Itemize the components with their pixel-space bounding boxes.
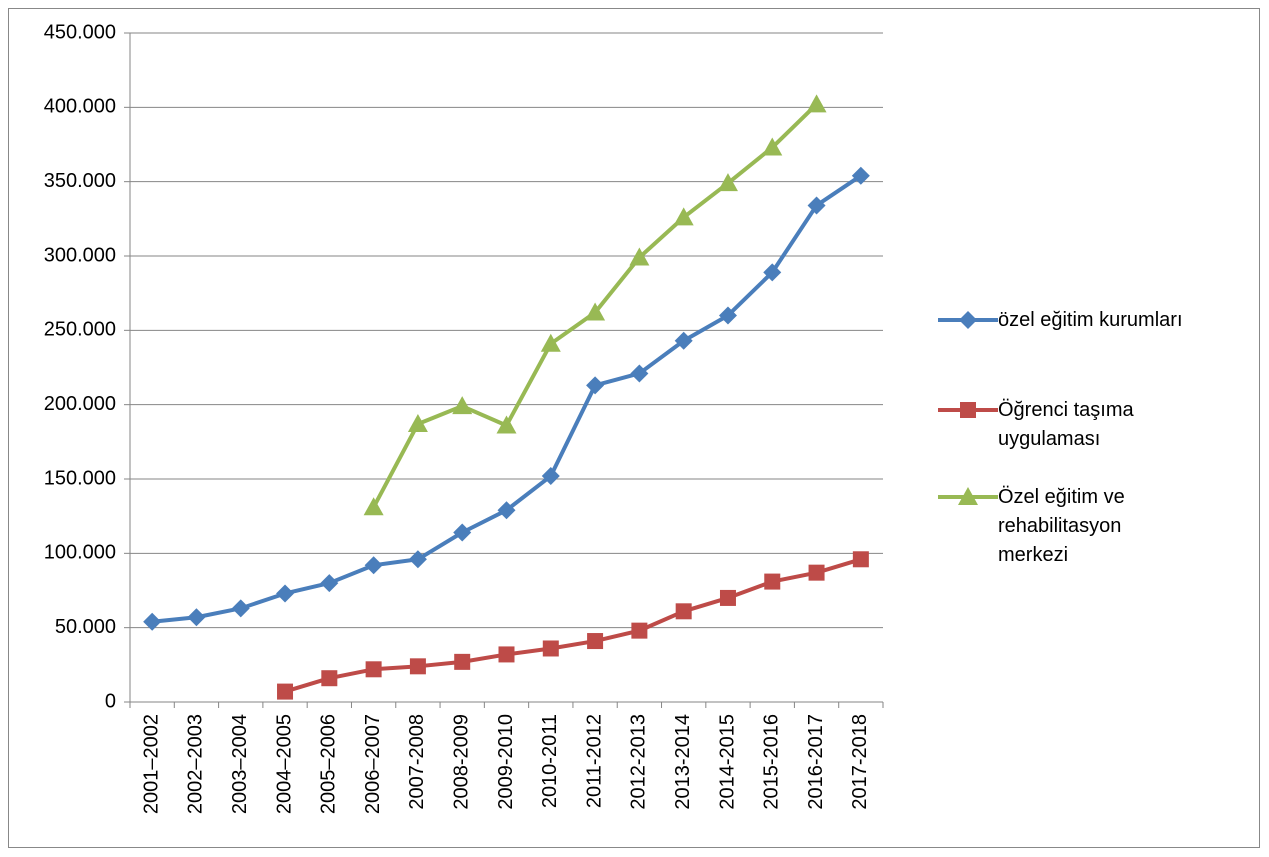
x-tick-label: 2017-2018: [849, 714, 871, 810]
marker: [673, 207, 694, 226]
marker: [452, 396, 473, 415]
series-line: [151, 174, 862, 624]
y-tick-label: 50.000: [55, 616, 116, 638]
y-tick-label: 300.000: [44, 244, 116, 266]
marker: [959, 311, 977, 329]
y-tick-label: 250.000: [44, 319, 116, 341]
y-tick-label: 100.000: [44, 542, 116, 564]
marker: [454, 653, 471, 670]
x-tick-label: 2004–2005: [273, 714, 295, 814]
x-tick-label: 2016-2017: [805, 714, 827, 810]
marker: [675, 603, 692, 620]
legend-label: Özel eğitim ve rehabilitasyon merkezi: [998, 486, 1125, 566]
marker: [763, 263, 782, 282]
x-tick-label: 2002–2003: [185, 714, 207, 814]
marker: [674, 331, 693, 350]
x-tick-label: 2010-2011: [539, 714, 561, 808]
y-tick-label: 350.000: [44, 170, 116, 192]
marker: [407, 413, 428, 432]
x-tick-label: 2015-2016: [761, 714, 783, 810]
x-tick-label: 2006–2007: [362, 714, 384, 814]
marker: [364, 556, 383, 575]
marker: [630, 364, 649, 383]
marker: [496, 415, 517, 434]
marker: [453, 523, 472, 542]
marker: [540, 333, 561, 352]
marker: [762, 137, 783, 156]
marker: [497, 501, 516, 520]
x-tick-label: 2001–2002: [140, 714, 162, 814]
marker: [409, 658, 426, 675]
marker: [231, 599, 250, 618]
marker: [958, 487, 978, 505]
marker: [718, 306, 737, 325]
marker: [587, 633, 604, 650]
x-tick-label: 2003–2004: [229, 714, 251, 814]
marker: [363, 497, 384, 516]
legend-label: Öğrenci taşıma uygulaması: [998, 399, 1134, 450]
x-tick-label: 2012-2013: [628, 714, 650, 810]
legend-label: özel eğitim kurumları: [998, 309, 1183, 331]
marker: [719, 589, 736, 606]
y-tick-label: 450.000: [44, 21, 116, 43]
marker: [808, 564, 825, 581]
x-tick-label: 2008-2009: [450, 714, 472, 810]
marker: [586, 376, 605, 395]
y-tick-label: 400.000: [44, 96, 116, 118]
marker: [187, 608, 206, 627]
marker: [851, 166, 870, 185]
x-tick-label: 2014-2015: [716, 714, 738, 810]
x-tick-label: 2005–2006: [318, 714, 340, 814]
marker: [143, 612, 162, 631]
marker: [631, 622, 648, 639]
marker: [542, 640, 559, 657]
marker: [764, 573, 781, 590]
chart-frame: [8, 8, 1260, 848]
marker: [852, 551, 869, 568]
marker: [960, 402, 976, 418]
y-tick-label: 200.000: [44, 393, 116, 415]
marker: [806, 94, 827, 113]
marker: [365, 661, 382, 678]
x-tick-label: 2011-2012: [583, 714, 605, 808]
x-tick-label: 2013-2014: [672, 714, 694, 810]
marker: [276, 584, 295, 603]
marker: [717, 173, 738, 192]
marker: [807, 196, 826, 215]
x-tick-label: 2007-2008: [406, 714, 428, 810]
marker: [320, 574, 339, 593]
marker: [321, 670, 338, 687]
marker: [408, 550, 427, 569]
marker: [498, 646, 515, 663]
x-tick-label: 2009-2010: [495, 714, 517, 810]
marker: [277, 683, 294, 700]
marker: [629, 247, 650, 266]
y-tick-label: 150.000: [44, 467, 116, 489]
marker: [585, 302, 606, 321]
marker: [541, 467, 560, 486]
y-tick-label: 0: [105, 690, 116, 712]
